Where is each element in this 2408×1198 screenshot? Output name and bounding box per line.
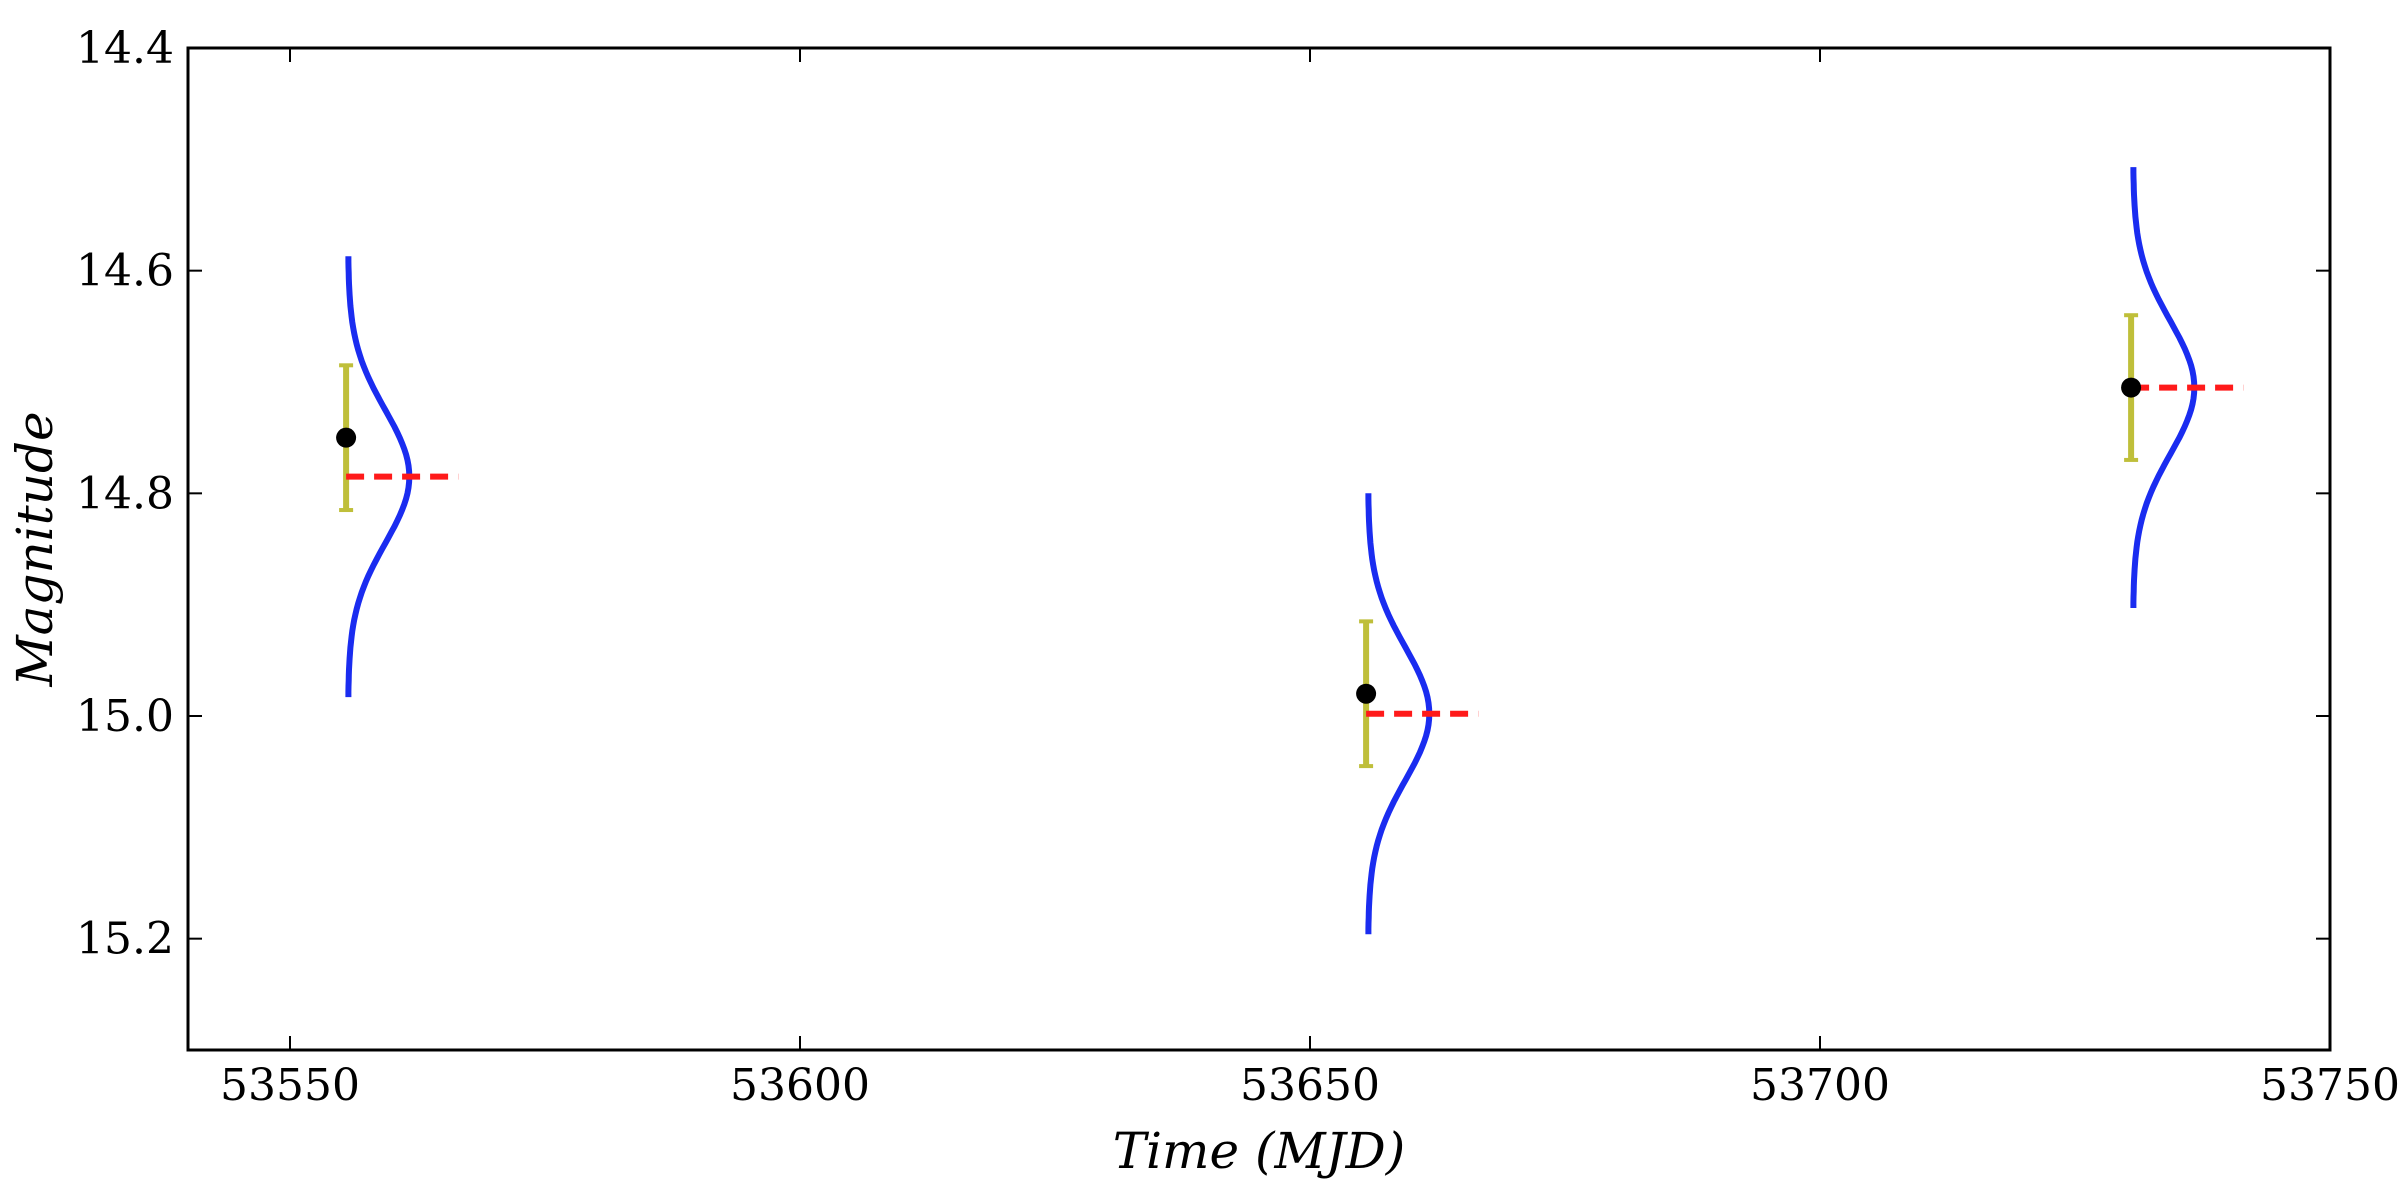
y-axis: 14.4 14.6 14.8 15.0 15.2 [76,23,2330,965]
y-tick-label: 14.6 [76,246,174,297]
x-axis: 53550 53600 53650 53700 53750 [220,48,2400,1111]
y-tick-label: 14.4 [76,23,174,74]
x-tick-label: 53650 [1240,1060,1380,1111]
x-tick-label: 53750 [2260,1060,2400,1111]
x-tick-label: 53700 [1750,1060,1890,1111]
plot-marks [336,167,2244,935]
y-axis-label: Magnitude [6,411,64,687]
x-axis-label: Time (MJD) [1113,1122,1406,1180]
x-tick-label: 53550 [220,1060,360,1111]
data-point [2121,377,2142,398]
y-tick-label: 15.0 [76,691,174,742]
plot-area [186,46,2332,1052]
data-point [336,427,357,448]
data-point [1356,683,1377,704]
y-tick-label: 15.2 [76,914,174,965]
x-tick-label: 53600 [730,1060,870,1111]
y-tick-label: 14.8 [76,468,174,519]
